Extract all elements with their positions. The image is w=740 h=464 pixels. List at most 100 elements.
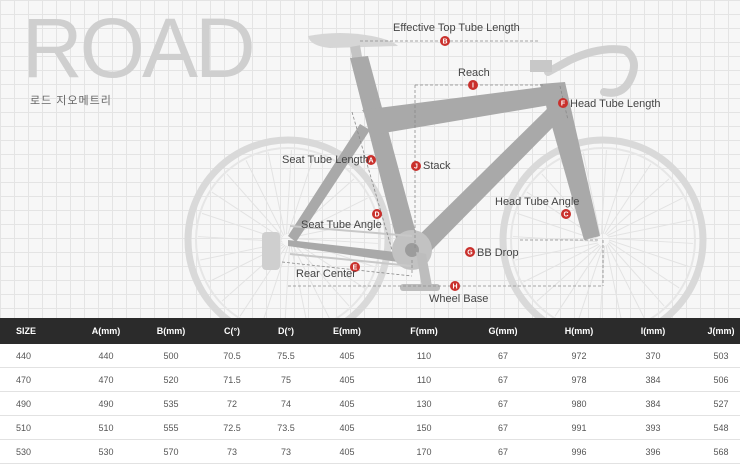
svg-text:Seat Tube Angle: Seat Tube Angle xyxy=(301,219,382,231)
wheel-spoke xyxy=(290,245,307,318)
table-cell: 67 xyxy=(468,391,538,416)
front-wheel xyxy=(499,136,707,318)
wheel-spoke xyxy=(513,236,598,243)
table-cell: 73.5 xyxy=(258,415,314,440)
wheel-spoke xyxy=(263,245,289,318)
column-header: E(mm) xyxy=(314,318,380,344)
table-cell: 996 xyxy=(538,439,620,464)
svg-text:Seat Tube Length: Seat Tube Length xyxy=(282,154,369,166)
table-cell: 530 xyxy=(0,439,76,464)
geometry-table: SIZE A(mm) B(mm) C(°) D(°) E(mm) F(mm) G… xyxy=(0,318,740,464)
wheel-spoke xyxy=(211,191,283,239)
wheel-spoke xyxy=(608,239,690,268)
wheel-spoke xyxy=(285,150,292,235)
table-cell: 67 xyxy=(468,344,538,368)
label-wheel-base: H Wheel Base xyxy=(429,281,488,305)
wheel-spoke xyxy=(582,152,601,235)
table-cell: 510 xyxy=(76,415,136,440)
wheel-spoke xyxy=(292,197,368,237)
svg-text:I: I xyxy=(472,83,474,90)
table-row: 510 510 555 72.5 73.5 405 150 67 991 393… xyxy=(0,415,740,440)
wheel-spoke xyxy=(267,152,286,235)
table-cell: 548 xyxy=(686,415,740,440)
wheel-spoke xyxy=(599,245,606,318)
page-subtitle: 로드 지오메트리 xyxy=(30,95,112,107)
svg-text:D: D xyxy=(374,212,379,219)
svg-text:Head Tube Angle: Head Tube Angle xyxy=(495,196,579,208)
wheel-spoke xyxy=(608,241,680,289)
table-cell: 75.5 xyxy=(258,344,314,368)
wheel-spoke xyxy=(291,244,330,318)
table-cell: 67 xyxy=(468,439,538,464)
stem xyxy=(530,60,552,72)
tag-b xyxy=(440,36,450,46)
svg-text:Stack: Stack xyxy=(423,160,451,172)
column-header: A(mm) xyxy=(76,318,136,344)
label-effective-top-tube: B Effective Top Tube Length xyxy=(393,22,520,46)
table-header-row: SIZE A(mm) B(mm) C(°) D(°) E(mm) F(mm) G… xyxy=(0,318,740,344)
wheel-spoke xyxy=(600,150,607,235)
column-header: F(mm) xyxy=(380,318,468,344)
table-cell: 980 xyxy=(538,391,620,416)
table-cell: 440 xyxy=(76,344,136,368)
table-cell: 470 xyxy=(0,367,76,392)
wheel-spoke xyxy=(226,173,284,238)
svg-text:BB Drop: BB Drop xyxy=(477,247,519,259)
column-header: C(°) xyxy=(206,318,258,344)
wheel-spoke xyxy=(602,153,631,235)
wheel-spoke xyxy=(607,197,683,237)
wheel-spoke xyxy=(607,242,665,307)
table-cell: 972 xyxy=(538,344,620,368)
svg-text:Wheel Base: Wheel Base xyxy=(429,293,488,305)
svg-text:E: E xyxy=(353,265,358,272)
svg-text:C: C xyxy=(563,212,568,219)
wheel-spoke xyxy=(606,244,645,318)
label-stack: J Stack xyxy=(411,160,451,172)
table-cell: 130 xyxy=(380,391,468,416)
wheel-spoke xyxy=(608,237,693,244)
svg-text:Rear Center: Rear Center xyxy=(296,268,356,280)
svg-text:Effective Top Tube Length: Effective Top Tube Length xyxy=(393,22,520,34)
table-cell: 405 xyxy=(314,344,380,368)
table-cell: 393 xyxy=(620,415,686,440)
table-cell: 67 xyxy=(468,415,538,440)
label-rear-center: E Rear Center xyxy=(296,262,360,280)
table-cell: 570 xyxy=(136,439,206,464)
table-cell: 506 xyxy=(686,367,740,392)
wheel-spoke xyxy=(293,237,378,244)
table-cell: 510 xyxy=(0,415,76,440)
table-cell: 75 xyxy=(258,367,314,392)
handlebar xyxy=(544,45,638,97)
column-header: I(mm) xyxy=(620,318,686,344)
table-cell: 568 xyxy=(686,439,740,464)
table-cell: 170 xyxy=(380,439,468,464)
table-cell: 396 xyxy=(620,439,686,464)
svg-text:Reach: Reach xyxy=(458,67,490,79)
svg-text:A: A xyxy=(368,158,373,165)
bike-frame xyxy=(288,56,600,262)
table-cell: 110 xyxy=(380,367,468,392)
wheel-spoke xyxy=(554,245,602,317)
wheel-spoke xyxy=(515,242,598,261)
table-cell: 490 xyxy=(0,391,76,416)
table-cell: 72 xyxy=(206,391,258,416)
table-cell: 73 xyxy=(206,439,258,464)
wheel-spoke xyxy=(284,245,291,318)
table-cell: 555 xyxy=(136,415,206,440)
label-head-tube-angle: C Head Tube Angle xyxy=(495,196,579,219)
table-cell: 530 xyxy=(76,439,136,464)
table-cell: 978 xyxy=(538,367,620,392)
table-cell: 70.5 xyxy=(206,344,258,368)
wheel-spoke xyxy=(578,245,604,318)
column-header: SIZE xyxy=(0,318,76,344)
table-cell: 405 xyxy=(314,367,380,392)
table-cell: 535 xyxy=(136,391,206,416)
label-head-tube-length: F Head Tube Length xyxy=(558,98,661,110)
svg-text:Head Tube Length: Head Tube Length xyxy=(570,98,661,110)
svg-text:F: F xyxy=(561,101,566,108)
wheel-spoke xyxy=(536,244,601,302)
wheel-spoke xyxy=(523,243,599,283)
table-cell: 520 xyxy=(136,367,206,392)
svg-text:G: G xyxy=(467,250,473,257)
wheel-spoke xyxy=(608,219,691,238)
